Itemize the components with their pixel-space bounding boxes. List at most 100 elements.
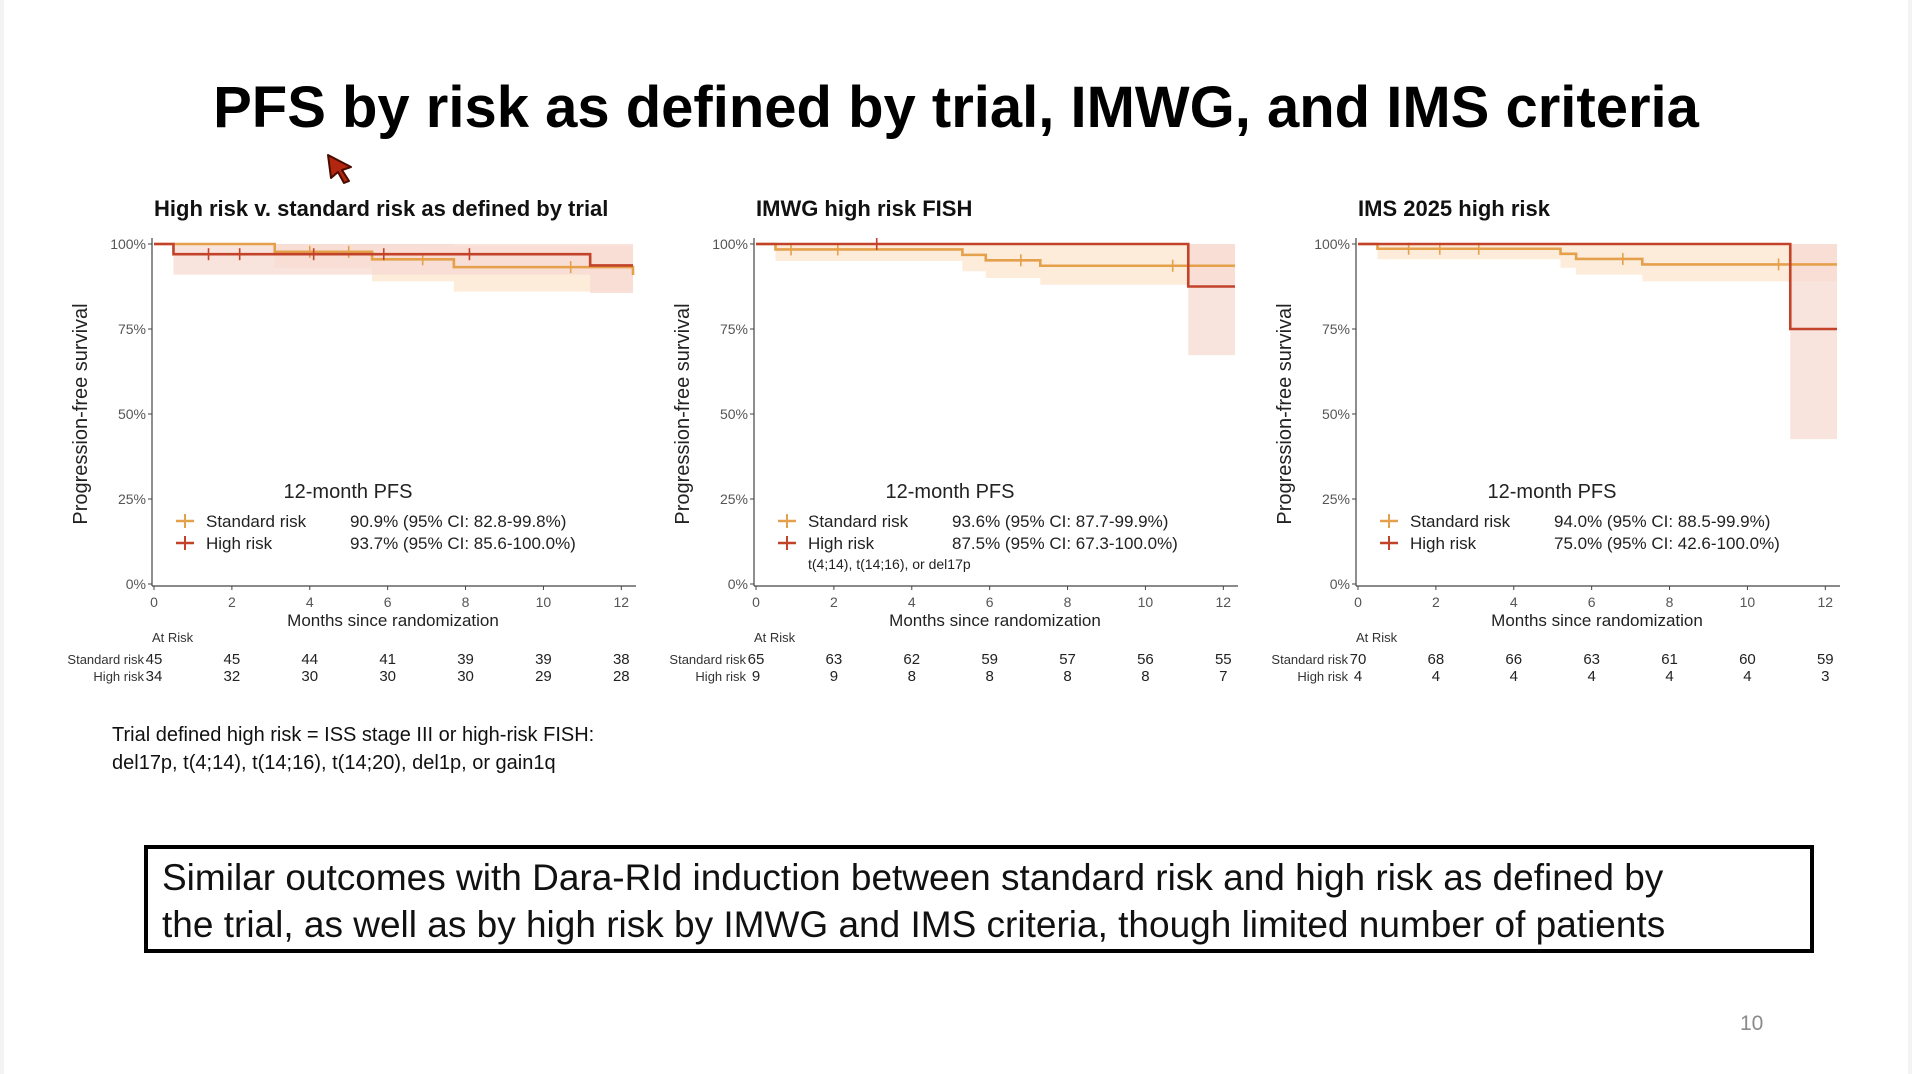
x-tick-label: 8 bbox=[462, 594, 470, 610]
pfs-value-standard-risk: 94.0% (95% CI: 88.5-99.9%) bbox=[1554, 512, 1770, 531]
at-risk-count: 59 bbox=[981, 651, 998, 668]
x-tick-label: 0 bbox=[150, 594, 158, 610]
at-risk-count: 4 bbox=[1510, 668, 1518, 685]
y-tick-label: 75% bbox=[720, 321, 748, 337]
pfs-header: 12-month PFS bbox=[1488, 481, 1617, 503]
y-tick-label: 75% bbox=[1322, 321, 1350, 337]
x-tick-label: 2 bbox=[1432, 594, 1440, 610]
pfs-header: 12-month PFS bbox=[284, 481, 413, 503]
x-tick-label: 4 bbox=[1510, 594, 1518, 610]
x-tick-label: 6 bbox=[1588, 594, 1596, 610]
at-risk-count: 65 bbox=[748, 651, 765, 668]
at-risk-count: 4 bbox=[1432, 668, 1440, 685]
at-risk-count: 38 bbox=[613, 651, 630, 668]
km-line-high-risk bbox=[1358, 242, 1837, 331]
pfs-header: 12-month PFS bbox=[886, 481, 1015, 503]
ci-band-high-risk bbox=[154, 244, 633, 293]
x-tick-label: 0 bbox=[752, 594, 760, 610]
pfs-value-standard-risk: 93.6% (95% CI: 87.7-99.9%) bbox=[952, 512, 1168, 531]
x-tick-label: 8 bbox=[1666, 594, 1674, 610]
at-risk-count: 61 bbox=[1661, 651, 1678, 668]
at-risk-count: 4 bbox=[1354, 668, 1362, 685]
at-risk-count: 62 bbox=[903, 651, 920, 668]
chart-title: IMWG high risk FISH bbox=[756, 196, 972, 221]
at-risk-count: 8 bbox=[1063, 668, 1071, 685]
conclusion-line-1: Similar outcomes with Dara-RId induction… bbox=[162, 857, 1664, 898]
at-risk-count: 28 bbox=[613, 668, 630, 685]
at-risk-count: 66 bbox=[1505, 651, 1522, 668]
at-risk-row-label: Standard risk bbox=[1271, 652, 1348, 667]
ci-band-standard-risk bbox=[756, 244, 1235, 286]
at-risk-count: 70 bbox=[1350, 651, 1367, 668]
x-axis-label: Months since randomization bbox=[1491, 611, 1703, 630]
at-risk-count: 34 bbox=[146, 668, 163, 685]
conclusion-box: Similar outcomes with Dara-RId induction… bbox=[144, 845, 1814, 953]
at-risk-row-label: High risk bbox=[1297, 669, 1348, 684]
x-tick-label: 10 bbox=[1138, 594, 1154, 610]
at-risk-count: 9 bbox=[752, 668, 760, 685]
chart-title: IMS 2025 high risk bbox=[1358, 196, 1551, 221]
y-tick-label: 50% bbox=[1322, 406, 1350, 422]
y-tick-label: 25% bbox=[118, 491, 146, 507]
at-risk-count: 8 bbox=[908, 668, 916, 685]
page-number: 10 bbox=[1740, 1012, 1764, 1035]
km-chart-imwg: IMWG high risk FISH 0% 25% 50% 75% 100% 0 2 4 6 8 1… bbox=[669, 196, 1238, 685]
at-risk-row-label: Standard risk bbox=[669, 652, 746, 667]
at-risk-count: 68 bbox=[1428, 651, 1445, 668]
footnote: Trial defined high risk = ISS stage III … bbox=[112, 721, 594, 777]
x-axis-label: Months since randomization bbox=[287, 611, 499, 630]
at-risk-header: At Risk bbox=[152, 630, 194, 645]
legend-label-high-risk: High risk bbox=[1410, 534, 1477, 553]
chart-title: High risk v. standard risk as defined by… bbox=[154, 196, 608, 221]
y-tick-label: 0% bbox=[126, 576, 146, 592]
x-tick-label: 6 bbox=[384, 594, 392, 610]
y-tick-label: 75% bbox=[118, 321, 146, 337]
km-line-high-risk bbox=[154, 242, 633, 267]
y-tick-label: 100% bbox=[712, 236, 748, 252]
footnote-line-2: del17p, t(4;14), t(14;16), t(14;20), del… bbox=[112, 752, 556, 774]
km-line-standard-risk bbox=[154, 242, 635, 275]
y-tick-label: 25% bbox=[1322, 491, 1350, 507]
at-risk-count: 30 bbox=[301, 668, 318, 685]
at-risk-count: 8 bbox=[1141, 668, 1149, 685]
legend-label-standard-risk: Standard risk bbox=[1410, 512, 1511, 531]
y-tick-label: 0% bbox=[1330, 576, 1350, 592]
at-risk-count: 4 bbox=[1743, 668, 1751, 685]
at-risk-count: 39 bbox=[457, 651, 474, 668]
at-risk-count: 56 bbox=[1137, 651, 1154, 668]
y-tick-label: 100% bbox=[110, 236, 146, 252]
x-tick-label: 2 bbox=[228, 594, 236, 610]
at-risk-count: 4 bbox=[1587, 668, 1595, 685]
at-risk-count: 44 bbox=[301, 651, 318, 668]
at-risk-count: 29 bbox=[535, 668, 552, 685]
y-axis-label: Progression-free survival bbox=[1274, 303, 1296, 524]
legend-label-standard-risk: Standard risk bbox=[808, 512, 909, 531]
y-tick-label: 25% bbox=[720, 491, 748, 507]
x-tick-label: 0 bbox=[1354, 594, 1362, 610]
at-risk-count: 39 bbox=[535, 651, 552, 668]
x-tick-label: 4 bbox=[908, 594, 916, 610]
at-risk-count: 7 bbox=[1219, 668, 1227, 685]
at-risk-header: At Risk bbox=[754, 630, 796, 645]
x-tick-label: 10 bbox=[536, 594, 552, 610]
x-tick-label: 6 bbox=[986, 594, 994, 610]
pfs-value-high-risk: 75.0% (95% CI: 42.6-100.0%) bbox=[1554, 534, 1780, 553]
legend-label-standard-risk: Standard risk bbox=[206, 512, 307, 531]
x-axis-label: Months since randomization bbox=[889, 611, 1101, 630]
at-risk-row-label: High risk bbox=[695, 669, 746, 684]
x-tick-label: 8 bbox=[1064, 594, 1072, 610]
at-risk-header: At Risk bbox=[1356, 630, 1398, 645]
y-axis-label: Progression-free survival bbox=[70, 303, 92, 524]
x-tick-label: 4 bbox=[306, 594, 314, 610]
km-line-high-risk bbox=[756, 242, 1235, 288]
at-risk-count: 45 bbox=[224, 651, 241, 668]
y-tick-label: 50% bbox=[118, 406, 146, 422]
at-risk-count: 59 bbox=[1817, 651, 1834, 668]
legend-note: t(4;14), t(14;16), or del17p bbox=[808, 556, 971, 572]
at-risk-count: 57 bbox=[1059, 651, 1076, 668]
pfs-value-high-risk: 93.7% (95% CI: 85.6-100.0%) bbox=[350, 534, 576, 553]
pfs-value-standard-risk: 90.9% (95% CI: 82.8-99.8%) bbox=[350, 512, 566, 531]
x-tick-label: 12 bbox=[614, 594, 630, 610]
footnote-line-1: Trial defined high risk = ISS stage III … bbox=[112, 724, 595, 746]
at-risk-count: 30 bbox=[457, 668, 474, 685]
